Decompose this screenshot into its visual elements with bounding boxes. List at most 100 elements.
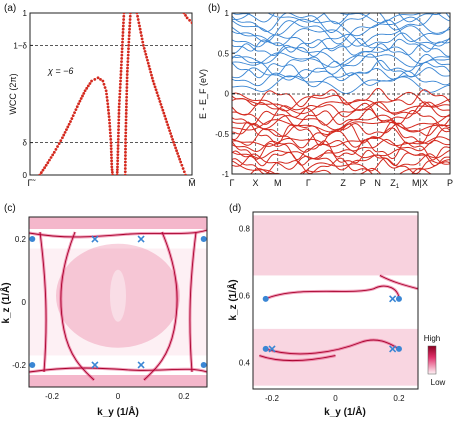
wcc-point — [117, 121, 121, 125]
wcc-point — [127, 37, 131, 41]
kpoint-label-2: M — [274, 178, 282, 188]
wcc-point — [148, 67, 152, 71]
wcc-point — [127, 31, 131, 34]
wcc-point — [109, 137, 113, 141]
wcc-point — [81, 94, 84, 98]
wcc-point — [66, 125, 70, 129]
wcc-point — [140, 34, 143, 38]
wcc-point — [78, 99, 82, 103]
wcc-point — [104, 89, 108, 93]
wcc-point — [118, 82, 122, 86]
wcc-point — [125, 102, 128, 106]
wcc-point — [110, 159, 114, 163]
ytick-label-3: 1 — [23, 9, 28, 18]
wcc-point — [122, 18, 126, 21]
wcc-point — [123, 173, 127, 175]
wcc-point — [120, 53, 124, 57]
panel-c-ylabel: k_z (1/Å) — [0, 282, 12, 323]
band-line — [232, 113, 450, 131]
wcc-point — [86, 84, 90, 88]
band-line — [232, 119, 450, 133]
panel-d-markers — [262, 295, 402, 353]
wcc-point — [137, 21, 141, 25]
wcc-point — [108, 131, 112, 135]
wcc-point — [121, 34, 125, 38]
wcc-point — [110, 170, 114, 174]
wcc-point — [109, 147, 113, 151]
panel-label-d: (d) — [229, 203, 241, 214]
wcc-point — [122, 14, 126, 18]
wcc-point — [109, 141, 113, 145]
wcc-point — [108, 125, 112, 128]
ytick-label-4: 1 — [225, 9, 230, 18]
kpoint-label-7: Z1 — [390, 178, 400, 190]
wcc-point — [44, 163, 48, 167]
wcc-point — [160, 105, 164, 109]
bottom-band — [29, 375, 207, 387]
wcc-point — [119, 76, 123, 80]
wcc-point — [175, 149, 179, 153]
wcc-point — [110, 168, 114, 172]
wcc-point — [59, 139, 63, 143]
wcc-point — [125, 73, 129, 76]
wcc-point — [141, 40, 145, 44]
band-line — [232, 108, 450, 127]
panel-d-xlabel: k_y (1/Å) — [324, 405, 366, 418]
panel-label-a: (a) — [4, 3, 16, 14]
ytick-label-2: 0 — [225, 90, 230, 99]
band-line — [232, 138, 450, 153]
wcc-point — [147, 64, 151, 68]
wcc-point — [126, 53, 130, 57]
panel-c-yticks: -0.2 0 0.2 — [12, 235, 26, 370]
surface-state-arc-1 — [265, 339, 400, 355]
band-line — [232, 101, 450, 118]
wcc-point — [118, 95, 122, 99]
surface-state-arc-3 — [379, 275, 418, 290]
wcc-point — [106, 105, 110, 109]
panel-c: k_z (1/Å) k_y (1/Å) -0.2 0 0.2 -0.2 0 0.2 — [0, 216, 208, 418]
wcc-point — [73, 111, 76, 115]
wcc-point — [121, 40, 124, 44]
panel-d-xticks: -0.2 0 0.2 — [265, 394, 405, 403]
wcc-point — [63, 130, 67, 134]
wcc-point — [158, 100, 162, 103]
wcc-point — [126, 50, 130, 54]
wcc-point — [128, 27, 131, 31]
wcc-point — [190, 21, 192, 25]
wcc-point — [125, 79, 129, 83]
band-line — [232, 149, 450, 167]
wcc-point — [49, 156, 53, 159]
wcc-point — [46, 161, 50, 165]
wcc-point — [118, 89, 122, 93]
wcc-point — [124, 134, 128, 138]
wcc-point — [111, 173, 115, 175]
kpoint-label-4: Z — [340, 178, 346, 188]
weyl-cross-1 — [137, 235, 145, 243]
wcc-point — [174, 146, 177, 150]
wcc-point — [124, 147, 127, 151]
band-line — [232, 13, 450, 24]
ytick-label-1: δ — [23, 139, 28, 148]
wcc-point — [116, 141, 120, 144]
weyl-dot-2 — [29, 361, 36, 368]
panel-d: k_z (1/Å) k_y (1/Å) -0.2 0 0.2 0.4 0.6 0.8 H… — [226, 211, 446, 418]
wcc-point — [124, 131, 128, 135]
wcc-point — [90, 79, 93, 83]
wcc-point — [120, 44, 124, 47]
wcc-point — [122, 13, 126, 15]
band-line — [232, 122, 450, 137]
top-band — [29, 217, 207, 229]
wcc-point — [118, 99, 121, 102]
wcc-point — [123, 167, 127, 170]
wcc-point — [180, 163, 184, 167]
wcc-point — [38, 173, 42, 175]
wcc-point — [117, 102, 121, 106]
band-line — [232, 70, 450, 88]
panel-a-yticks: 0 δ 1−δ 1 — [13, 9, 33, 180]
wcc-point — [145, 55, 149, 59]
band-line — [232, 13, 450, 33]
weyl-dot-2 — [262, 345, 269, 352]
kpoint-label-9: P — [447, 178, 453, 188]
wcc-point — [117, 125, 121, 128]
weyl-dot-3 — [200, 361, 207, 368]
